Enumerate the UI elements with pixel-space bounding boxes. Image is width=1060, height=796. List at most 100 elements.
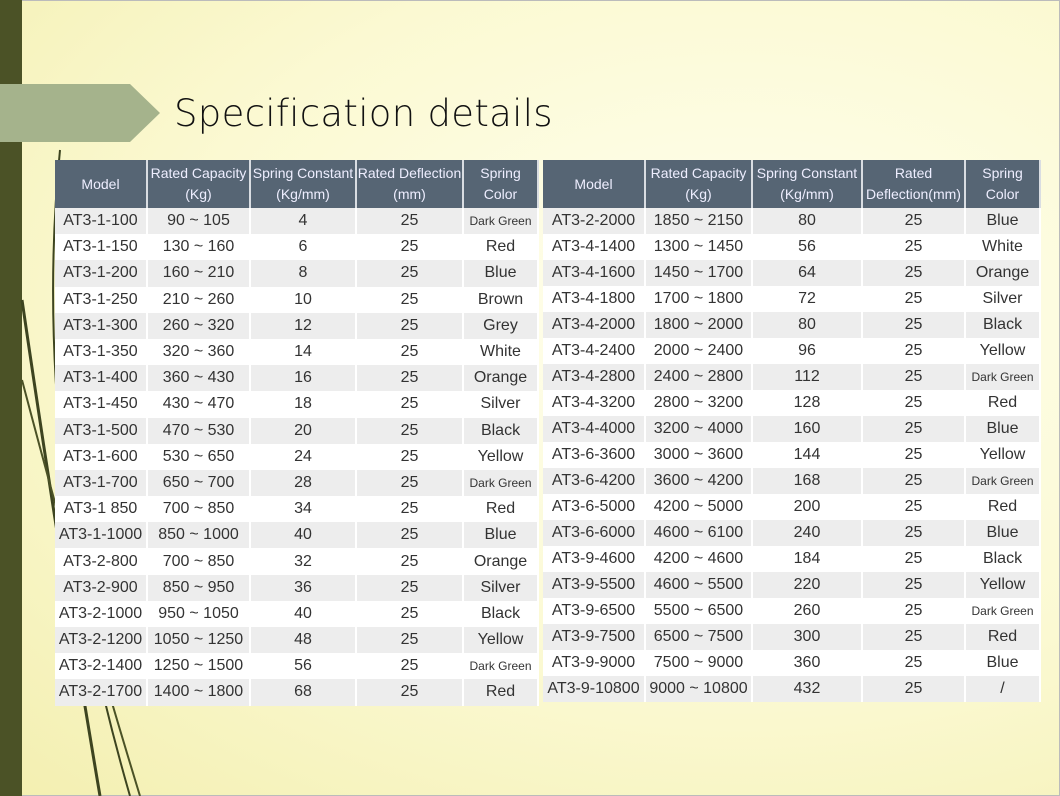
cell-rated-capacity: 2800 ~ 3200 <box>645 390 753 416</box>
cell-model: AT3-1-500 <box>55 417 148 444</box>
cell-rated-capacity: 4600 ~ 5500 <box>645 572 753 598</box>
cell-rated-capacity: 1850 ~ 2150 <box>645 208 753 234</box>
cell-spring-constant: 200 <box>752 494 863 520</box>
table-row: AT3-9-9000 7500 ~ 9000 360 25 Blue <box>543 650 1041 676</box>
cell-spring-color: Yellow <box>965 338 1041 364</box>
cell-rated-capacity: 3000 ~ 3600 <box>645 442 753 468</box>
cell-spring-constant: 12 <box>250 312 357 339</box>
cell-rated-deflection: 25 <box>356 548 464 575</box>
cell-rated-deflection: 25 <box>862 650 966 676</box>
cell-spring-color: Yellow <box>463 627 539 654</box>
cell-model: AT3-6-5000 <box>543 494 646 520</box>
table-row: AT3-1-700 650 ~ 700 28 25 Dark Green <box>55 469 539 497</box>
cell-spring-constant: 34 <box>250 496 357 523</box>
cell-rated-deflection: 25 <box>356 653 464 680</box>
cell-model: AT3-1-400 <box>55 365 148 392</box>
cell-rated-capacity: 3600 ~ 4200 <box>645 468 753 494</box>
table-row: AT3-1-100 90 ~ 105 4 25 Dark Green <box>55 208 539 235</box>
cell-model: AT3-1-1000 <box>55 522 148 549</box>
cell-spring-constant: 128 <box>752 390 863 416</box>
table-row: AT3-1-500 470 ~ 530 20 25 Black <box>55 417 539 444</box>
table-row: AT3-1-450 430 ~ 470 18 25 Silver <box>55 391 539 418</box>
cell-rated-capacity: 1450 ~ 1700 <box>645 260 753 286</box>
cell-rated-deflection: 25 <box>862 442 966 468</box>
cell-model: AT3-4-2800 <box>543 364 646 390</box>
header-line: Spring Constant <box>756 165 858 181</box>
header-line: Rated Deflection <box>357 165 462 181</box>
header-line: Deflection(mm) <box>866 186 961 202</box>
cell-spring-constant: 68 <box>250 679 357 706</box>
cell-rated-deflection: 25 <box>356 260 464 287</box>
cell-model: AT3-6-3600 <box>543 442 646 468</box>
table-row: AT3-9-5500 4600 ~ 5500 220 25 Yellow <box>543 572 1041 598</box>
cell-spring-constant: 80 <box>752 208 863 234</box>
cell-spring-constant: 260 <box>752 598 863 624</box>
cell-model: AT3-9-9000 <box>543 650 646 676</box>
cell-model: AT3-6-6000 <box>543 520 646 546</box>
cell-rated-deflection: 25 <box>862 520 966 546</box>
cell-rated-capacity: 1250 ~ 1500 <box>147 653 251 680</box>
cell-rated-capacity: 4200 ~ 4600 <box>645 546 753 572</box>
cell-spring-color: Orange <box>965 260 1041 286</box>
table-row: AT3-1-350 320 ~ 360 14 25 White <box>55 338 539 366</box>
cell-spring-constant: 28 <box>250 469 357 497</box>
cell-rated-capacity: 260 ~ 320 <box>147 312 251 339</box>
cell-spring-color: Silver <box>463 574 539 601</box>
cell-rated-deflection: 25 <box>356 391 464 418</box>
cell-model: AT3-2-1700 <box>55 679 148 706</box>
cell-model: AT3-9-7500 <box>543 624 646 650</box>
table-row: AT3-2-1700 1400 ~ 1800 68 25 Red <box>55 679 539 706</box>
cell-rated-capacity: 850 ~ 1000 <box>147 522 251 549</box>
cell-spring-color: Silver <box>463 391 539 418</box>
cell-model: AT3-1-200 <box>55 260 148 287</box>
cell-rated-deflection: 25 <box>862 364 966 390</box>
table-row: AT3-9-7500 6500 ~ 7500 300 25 Red <box>543 624 1041 650</box>
cell-spring-color: Blue <box>965 416 1041 442</box>
cell-rated-deflection: 25 <box>862 338 966 364</box>
cell-model: AT3-9-6500 <box>543 598 646 624</box>
cell-rated-capacity: 6500 ~ 7500 <box>645 624 753 650</box>
cell-spring-constant: 432 <box>752 676 863 702</box>
cell-rated-deflection: 25 <box>356 312 464 339</box>
cell-spring-constant: 168 <box>752 468 863 494</box>
cell-rated-deflection: 25 <box>862 624 966 650</box>
cell-rated-deflection: 25 <box>356 338 464 366</box>
header-line: (Kg) <box>185 186 212 202</box>
cell-rated-capacity: 650 ~ 700 <box>147 469 251 497</box>
cell-spring-constant: 6 <box>250 234 357 261</box>
cell-rated-deflection: 25 <box>862 312 966 338</box>
table-row: AT3-2-1400 1250 ~ 1500 56 25 Dark Green <box>55 653 539 680</box>
cell-model: AT3-2-1200 <box>55 627 148 654</box>
cell-model: AT3-1-300 <box>55 312 148 339</box>
cell-spring-color: Red <box>463 679 539 706</box>
header-spring-constant: Spring Constant (Kg/mm) <box>250 160 357 208</box>
cell-rated-capacity: 1800 ~ 2000 <box>645 312 753 338</box>
cell-rated-deflection: 25 <box>356 496 464 523</box>
header-rated-deflection: Rated Deflection(mm) <box>862 160 966 208</box>
header-line: Color <box>483 186 518 202</box>
cell-model: AT3-2-2000 <box>543 208 646 234</box>
cell-rated-deflection: 25 <box>356 679 464 706</box>
cell-rated-deflection: 25 <box>356 522 464 549</box>
cell-spring-constant: 220 <box>752 572 863 598</box>
cell-spring-constant: 20 <box>250 417 357 444</box>
table-row: AT3-2-800 700 ~ 850 32 25 Orange <box>55 548 539 575</box>
cell-model: AT3-9-10800 <box>543 676 646 702</box>
table-row: AT3-6-6000 4600 ~ 6100 240 25 Blue <box>543 520 1041 546</box>
cell-model: AT3-4-3200 <box>543 390 646 416</box>
cell-spring-color: Black <box>965 312 1041 338</box>
cell-model: AT3-1-150 <box>55 234 148 261</box>
cell-rated-deflection: 25 <box>356 574 464 601</box>
cell-spring-constant: 48 <box>250 627 357 654</box>
cell-rated-deflection: 25 <box>862 676 966 702</box>
cell-spring-constant: 300 <box>752 624 863 650</box>
cell-spring-constant: 56 <box>752 234 863 260</box>
cell-rated-capacity: 4600 ~ 6100 <box>645 520 753 546</box>
header-line: Rated Capacity <box>650 165 747 181</box>
cell-spring-color: Grey <box>463 312 539 339</box>
cell-rated-capacity: 850 ~ 950 <box>147 574 251 601</box>
table-row: AT3-1-250 210 ~ 260 10 25 Brown <box>55 286 539 313</box>
cell-rated-deflection: 25 <box>862 234 966 260</box>
cell-model: AT3-4-4000 <box>543 416 646 442</box>
cell-spring-constant: 144 <box>752 442 863 468</box>
